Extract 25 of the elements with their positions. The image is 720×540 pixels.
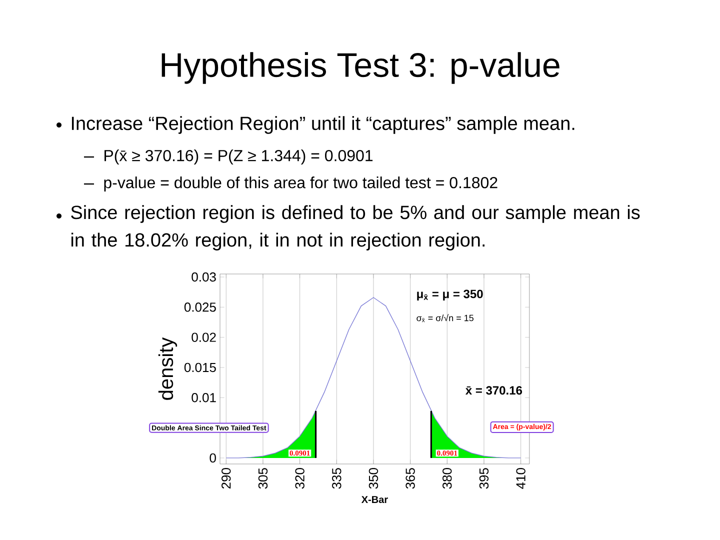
x-tick-label: 335 — [332, 468, 342, 489]
annotation: σ$_{x̄}$ = σ/√n = 15 — [416, 314, 474, 322]
y-tick-label: 0.015 — [184, 362, 216, 372]
x-tick-label: 290 — [222, 468, 231, 489]
text: P(x̄ ≥ 370.16) = P(Z ≥ 1.344) = 0.0901 — [104, 150, 373, 164]
x-tick-label: 320 — [295, 468, 304, 489]
x-tick-label: 365 — [406, 468, 415, 489]
text: p-value = double of this area for two tailed test = 0.1802 — [104, 176, 498, 192]
y-tick-label: 0.025 — [184, 302, 216, 312]
chart-title: Hypothesis Test 3: p-value — [162, 52, 560, 84]
text: Increase “Rejection Region” until it “captures” sample mean. — [72, 116, 574, 134]
annotation: μ$_{x̄}$ = μ = 350 — [417, 290, 483, 300]
y-tick-label: 0.03 — [192, 272, 216, 282]
x-tick-label: 395 — [479, 468, 489, 489]
y-tick-label: 0.02 — [192, 332, 216, 342]
x-axis-title: X-Bar — [361, 496, 388, 504]
text: Since rejection region is defined to be 5% and our sample mean is in the 18.02% region, it in not in rejection region. — [71, 205, 640, 250]
y-tick-label: 0.01 — [192, 393, 216, 402]
x-tick-label: 305 — [258, 468, 268, 489]
x-tick-label: 350 — [368, 468, 378, 489]
y-tick-label: 0 — [210, 453, 216, 463]
x-tick-label: 380 — [442, 468, 452, 489]
x-tick-label: 410 — [516, 468, 526, 489]
annotation: x̄ = 370.16 — [465, 386, 522, 395]
y-axis-title: density — [158, 337, 178, 400]
